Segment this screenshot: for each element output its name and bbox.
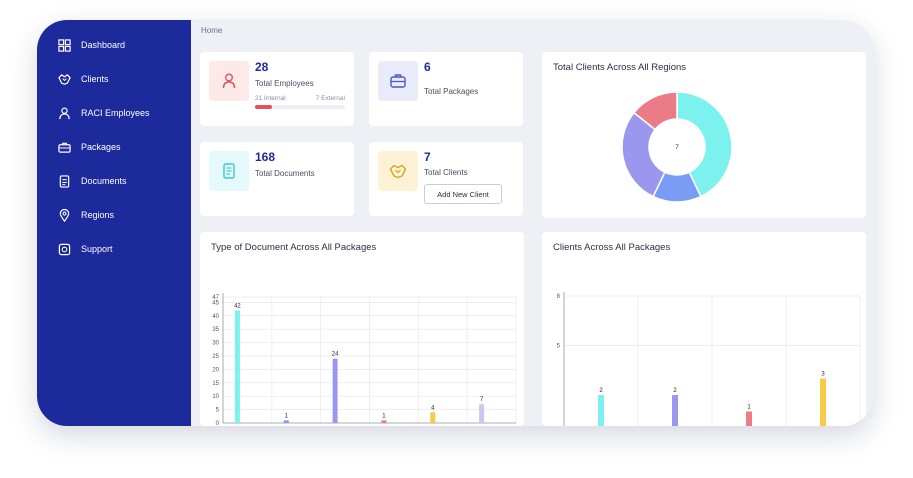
employees-label: Total Employees <box>255 79 314 88</box>
document-icon <box>209 151 249 191</box>
briefcase-icon <box>378 61 418 101</box>
internal-count: 21 Internal <box>255 95 286 102</box>
bar[interactable] <box>381 420 387 423</box>
sidebar-item-support[interactable]: Support <box>57 238 113 260</box>
documents-card[interactable]: 168 Total Documents <box>200 142 354 216</box>
clients-count: 7 <box>424 150 431 164</box>
person-icon <box>209 61 249 101</box>
bar-value-label: 4 <box>431 405 435 411</box>
employees-progress-fill <box>255 105 272 109</box>
breadcrumb[interactable]: Home <box>201 26 223 35</box>
regions-donut-chart: 7 <box>621 91 733 203</box>
y-tick-label: 30 <box>212 341 219 347</box>
donut-center-label: 7 <box>675 145 679 151</box>
external-count: 7 External <box>315 95 345 102</box>
bar-value-label: 24 <box>332 352 339 358</box>
bar-value-label: 2 <box>599 388 603 394</box>
documents-count: 168 <box>255 150 276 164</box>
clients-bar-chart: 0582VAT & GST wo...2All In One - I1Prope… <box>557 292 861 427</box>
y-tick-label: 40 <box>212 314 219 320</box>
sidebar-item-documents[interactable]: Documents <box>57 170 127 192</box>
bar-value-label: 1 <box>382 413 386 419</box>
bar[interactable] <box>234 310 240 423</box>
sidebar-item-clients[interactable]: Clients <box>57 68 109 90</box>
clients-chart-title: Clients Across All Packages <box>553 242 671 253</box>
documents-bar-chart: 0510152025303540454742All In One - I1Inc… <box>212 293 517 426</box>
y-tick-label: 20 <box>212 367 219 373</box>
clients-label: Total Clients <box>424 168 468 177</box>
bar[interactable] <box>746 411 752 427</box>
main-content: Home 28 Total Employees 21 Internal 7 Ex… <box>191 20 873 426</box>
bar[interactable] <box>430 412 436 423</box>
add-new-client-button[interactable]: Add New Client <box>424 184 502 204</box>
employees-count: 28 <box>255 60 269 74</box>
bar-value-label: 2 <box>673 388 677 394</box>
y-tick-label: 45 <box>212 300 219 306</box>
documents-chart-card: Type of Document Across All Packages 0 5 1… <box>200 232 524 426</box>
person-icon <box>57 106 71 120</box>
document-icon <box>57 174 71 188</box>
bar-value-label: 42 <box>234 303 241 309</box>
sidebar-item-label: Clients <box>81 74 109 84</box>
y-tick-label: 0 <box>216 421 220 426</box>
briefcase-icon <box>57 140 71 154</box>
pie-slice-india[interactable] <box>632 91 678 131</box>
sidebar-item-label: Dashboard <box>81 40 126 50</box>
sidebar-item-label: RACI Employees <box>81 108 150 118</box>
sidebar-item-label: Packages <box>81 142 121 152</box>
regions-chart-card: Total Clients Across All Regions 7 ASIAA… <box>542 52 866 244</box>
employees-card[interactable]: 28 Total Employees 21 Internal 7 Externa… <box>200 52 354 126</box>
bar[interactable] <box>283 420 289 423</box>
bar-value-label: 7 <box>480 397 484 403</box>
dashboard-icon <box>57 38 71 52</box>
clients-chart-card: Clients Across All Packages 0582VAT & GS… <box>542 232 866 426</box>
sidebar-item-dashboard[interactable]: Dashboard <box>57 34 125 56</box>
bar-value-label: 1 <box>747 405 751 411</box>
packages-count: 6 <box>424 60 431 74</box>
employees-progress-bar <box>255 105 345 109</box>
documents-label: Total Documents <box>255 169 315 178</box>
handshake-icon <box>57 72 71 86</box>
pie-slice-asia[interactable] <box>676 91 733 198</box>
handshake-icon <box>378 151 418 191</box>
sidebar-item-label: Documents <box>81 176 127 186</box>
bar[interactable] <box>332 358 338 423</box>
app-window: Dashboard Clients RACI Employees Package… <box>37 20 873 426</box>
y-tick-label: 47 <box>212 295 219 301</box>
sidebar: Dashboard Clients RACI Employees Package… <box>37 20 191 426</box>
bar[interactable] <box>598 395 604 426</box>
documents-chart-title: Type of Document Across All Packages <box>211 242 377 253</box>
y-tick-label: 35 <box>212 327 219 333</box>
bar-value-label: 3 <box>821 372 825 378</box>
sidebar-item-packages[interactable]: Packages <box>57 136 121 158</box>
clients-card[interactable]: 7 Total Clients Add New Client <box>369 142 523 216</box>
sidebar-item-label: Support <box>81 244 113 254</box>
bar[interactable] <box>672 395 678 426</box>
y-tick-label: 5 <box>557 344 561 350</box>
regions-chart-title: Total Clients Across All Regions <box>553 62 687 73</box>
sidebar-item-raci-employees[interactable]: RACI Employees <box>57 102 150 124</box>
sidebar-item-regions[interactable]: Regions <box>57 204 114 226</box>
bar-value-label: 1 <box>285 413 289 419</box>
map-pin-icon <box>57 208 71 222</box>
y-tick-label: 15 <box>212 381 219 387</box>
packages-label: Total Packages <box>424 87 479 96</box>
bar[interactable] <box>479 404 485 423</box>
packages-card[interactable]: 6 Total Packages <box>369 52 523 126</box>
y-tick-label: 10 <box>212 394 219 400</box>
y-tick-label: 25 <box>212 354 219 360</box>
y-tick-label: 5 <box>216 408 220 414</box>
support-icon <box>57 242 71 256</box>
bar[interactable] <box>820 378 826 427</box>
sidebar-item-label: Regions <box>81 210 115 220</box>
y-tick-label: 8 <box>557 294 561 300</box>
